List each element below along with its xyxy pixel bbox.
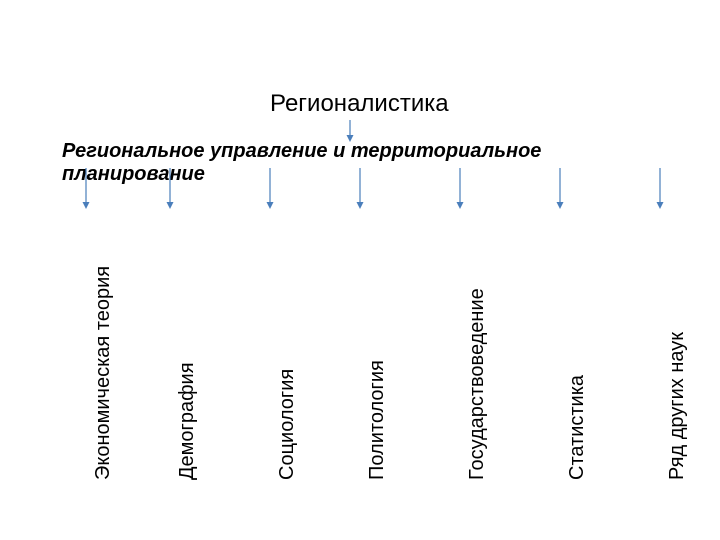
branch-arrow [264,168,276,213]
branch-label: Ряд других наук [666,332,689,480]
branch-label: Социология [276,369,299,480]
root-arrow [344,120,356,146]
branch-arrow [454,168,466,213]
branch-label: Экономическая теория [92,266,115,480]
diagram-title: Регионалистика [270,90,449,118]
branch-arrow [554,168,566,213]
branch-arrow [354,168,366,213]
branch-label: Демография [176,362,199,480]
branch-label: Государствоведение [466,288,489,480]
branch-label: Статистика [566,375,589,480]
branch-arrow [164,168,176,213]
diagram-subtitle: Региональное управление и территориально… [62,140,622,186]
branch-arrow [80,168,92,213]
branch-arrow [654,168,666,213]
branch-label: Политология [366,360,389,480]
